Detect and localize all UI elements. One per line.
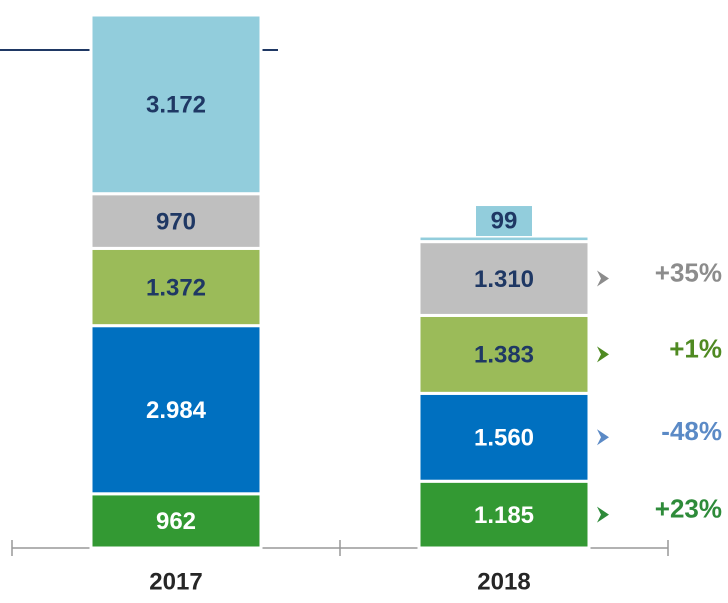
label-box	[476, 206, 532, 237]
change-label: -48%	[661, 416, 722, 446]
data-label: 1.560	[474, 425, 534, 452]
bar-segment	[89, 492, 263, 550]
bar-segment	[417, 234, 591, 244]
bar-segment	[417, 240, 591, 317]
change-arrow	[597, 346, 609, 363]
data-label: 970	[156, 208, 196, 235]
bar-segment	[89, 13, 263, 196]
bar-segment	[417, 313, 591, 395]
data-label: 1.185	[474, 502, 534, 529]
change-arrow	[597, 270, 609, 287]
data-label: 99	[491, 207, 518, 234]
change-label: +35%	[655, 257, 722, 287]
x-tick-label: 2018	[477, 568, 530, 595]
data-label: 1.372	[146, 274, 206, 301]
data-label: 1.383	[474, 342, 534, 369]
data-label: 2.984	[146, 397, 207, 424]
change-label: +23%	[655, 493, 722, 523]
x-tick-label: 2017	[149, 568, 202, 595]
data-label: 962	[156, 508, 196, 535]
change-arrow	[597, 506, 609, 523]
change-label: +1%	[669, 333, 722, 363]
data-label: 3.172	[146, 92, 206, 119]
bar-segment	[89, 324, 263, 496]
data-label: 1.310	[474, 266, 534, 293]
change-arrow	[597, 429, 609, 446]
